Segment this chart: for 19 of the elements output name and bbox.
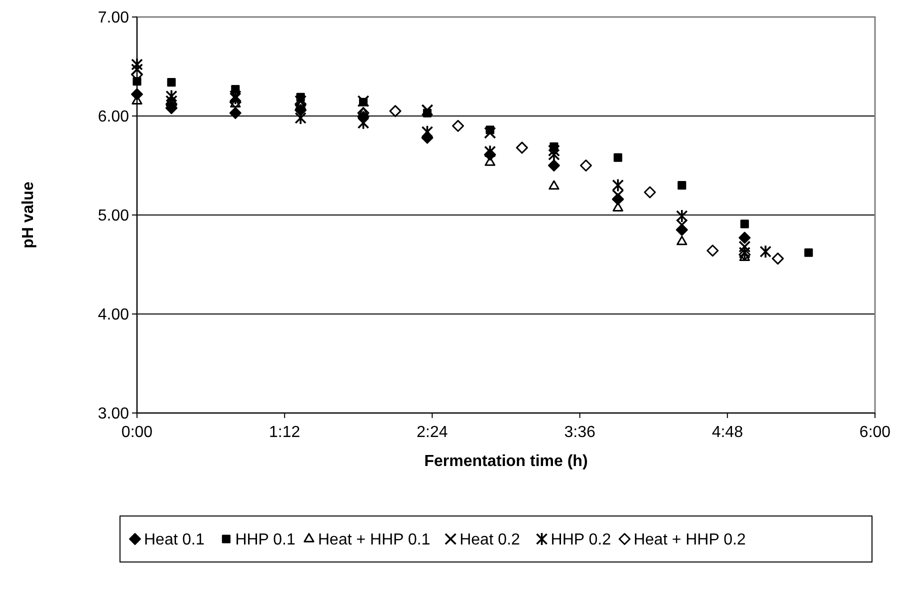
legend-label: Heat + HHP 0.1 [318, 532, 430, 549]
y-tick-label: 5.00 [98, 208, 130, 225]
x-tick-label: 1:12 [269, 424, 300, 441]
legend-label: HHP 0.2 [550, 532, 612, 549]
x-tick-label: 0:00 [121, 424, 153, 441]
legend-label: Heat 0.2 [460, 532, 520, 549]
x-tick-label: 6:00 [859, 424, 891, 441]
y-tick-label: 6.00 [98, 108, 130, 126]
x-axis-title: Fermentation time (h) [424, 452, 588, 470]
legend-label: HHP 0.1 [235, 532, 296, 549]
y-tick-label: 7.00 [98, 10, 130, 27]
x-tick-label: 4:48 [712, 424, 744, 441]
x-tick-label: 3:36 [564, 424, 596, 441]
legend-label: Heat + HHP 0.2 [634, 532, 746, 549]
y-tick-label: 3.00 [98, 406, 130, 423]
y-axis-title: pH value [20, 182, 37, 248]
x-tick-label: 2:24 [416, 424, 448, 441]
y-tick-label: 4.00 [98, 306, 130, 324]
legend-label: Heat 0.1 [144, 532, 205, 549]
